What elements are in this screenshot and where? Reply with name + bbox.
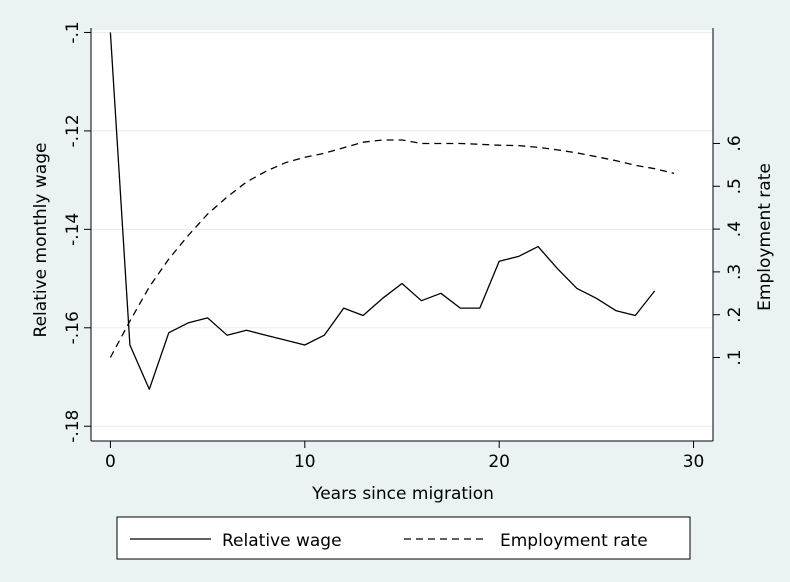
- series-lines: [109, 32, 675, 390]
- y-right-tick-label-5: .6: [725, 135, 745, 151]
- y-left-tick-label-4: -.18: [63, 410, 83, 443]
- grid-lines: [91, 31, 713, 427]
- plot-area: [91, 30, 713, 441]
- y-left-tick-label-0: -.1: [63, 21, 83, 43]
- y-right-tick-label-1: .2: [725, 307, 745, 323]
- legend: Relative wage Employment rate: [116, 516, 691, 560]
- y-axis-left-label: Relative monthly wage: [31, 143, 51, 338]
- x-tick-label-1: 10: [294, 452, 316, 472]
- y-left-tick-label-2: -.14: [63, 213, 83, 246]
- y-axis-right-label: Employment rate: [755, 163, 775, 311]
- legend-label-relative-wage: Relative wage: [222, 531, 342, 551]
- y-left-tick-label-3: -.16: [63, 311, 83, 344]
- y-right-tick-label-4: .5: [725, 178, 745, 194]
- series-line-employment-rate: [109, 139, 675, 358]
- y-right-tick-label-0: .1: [725, 349, 745, 365]
- x-tick-label-2: 20: [488, 452, 510, 472]
- legend-label-employment-rate: Employment rate: [500, 531, 648, 551]
- y-left-tick-label-1: -.12: [63, 114, 83, 147]
- x-tick-label-3: 30: [683, 452, 705, 472]
- legend-box: [116, 516, 691, 560]
- y-right-tick-label-3: .4: [725, 221, 745, 237]
- x-tick-label-0: 0: [105, 452, 116, 472]
- axes: 0 10 20 30 -.1 -.12 -.14 -.16 -.18 .1 .2 .3 .4 .5 .6: [63, 21, 745, 472]
- x-axis-label: Years since migration: [311, 484, 494, 504]
- series-line-relative-wage: [109, 32, 656, 390]
- y-right-tick-label-2: .3: [725, 264, 745, 280]
